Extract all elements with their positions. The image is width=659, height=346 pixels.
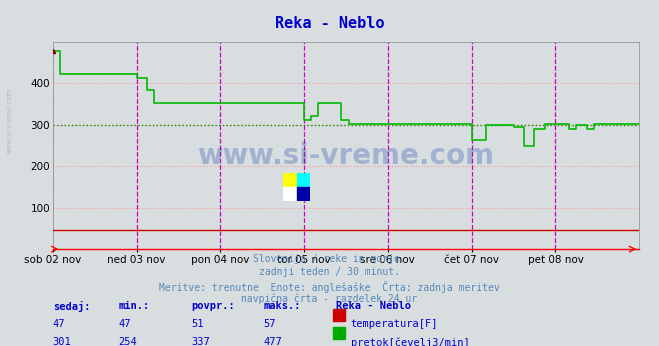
Text: 47: 47: [119, 319, 131, 329]
Text: 254: 254: [119, 337, 137, 346]
Text: temperatura[F]: temperatura[F]: [351, 319, 438, 329]
Text: Meritve: trenutne  Enote: anglešaške  Črta: zadnja meritev: Meritve: trenutne Enote: anglešaške Črta…: [159, 281, 500, 293]
Text: pretok[čevelj3/min]: pretok[čevelj3/min]: [351, 337, 469, 346]
Text: 57: 57: [264, 319, 276, 329]
Text: 47: 47: [53, 319, 65, 329]
Text: 51: 51: [191, 319, 204, 329]
Text: zadnji teden / 30 minut.: zadnji teden / 30 minut.: [259, 267, 400, 277]
Text: sedaj:: sedaj:: [53, 301, 90, 312]
Bar: [297, 187, 310, 201]
Text: Reka - Neblo: Reka - Neblo: [275, 16, 384, 30]
Text: www.si-vreme.com: www.si-vreme.com: [7, 88, 13, 154]
Text: 301: 301: [53, 337, 71, 346]
Bar: [283, 187, 297, 201]
Bar: [283, 173, 297, 187]
Text: 477: 477: [264, 337, 282, 346]
Text: www.si-vreme.com: www.si-vreme.com: [198, 142, 494, 170]
Text: maks.:: maks.:: [264, 301, 301, 311]
Text: Slovenija / reke in morje.: Slovenija / reke in morje.: [253, 254, 406, 264]
Bar: [297, 173, 310, 187]
Text: povpr.:: povpr.:: [191, 301, 235, 311]
Text: min.:: min.:: [119, 301, 150, 311]
Text: navpična črta - razdelek 24 ur: navpična črta - razdelek 24 ur: [241, 294, 418, 304]
Text: Reka - Neblo: Reka - Neblo: [336, 301, 411, 311]
Text: 337: 337: [191, 337, 210, 346]
